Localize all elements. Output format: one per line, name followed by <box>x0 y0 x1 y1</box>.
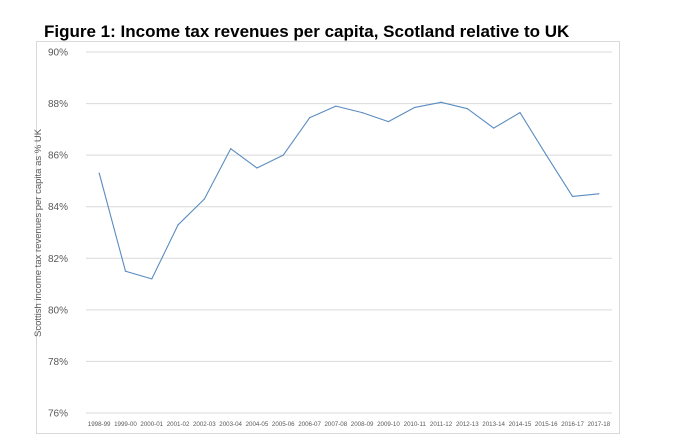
data-point <box>98 172 100 174</box>
y-tick-label: 88% <box>48 99 68 110</box>
x-tick-label: 2016-17 <box>561 421 584 428</box>
x-tick-label: 2015-16 <box>535 421 558 428</box>
x-tick-label: 2006-07 <box>298 421 321 428</box>
y-tick-label: 78% <box>48 357 68 368</box>
data-point <box>282 154 284 156</box>
data-point <box>414 106 416 109</box>
y-tick-label: 90% <box>48 48 68 59</box>
data-point <box>124 270 127 272</box>
y-tick-label: 76% <box>48 409 68 420</box>
data-point <box>361 111 363 114</box>
data-point <box>308 117 311 119</box>
x-tick-label: 2008-09 <box>351 421 374 428</box>
data-point <box>256 167 258 169</box>
x-tick-label: 2005-06 <box>272 421 295 428</box>
gridlines <box>86 51 612 414</box>
x-tick-label: 2002-03 <box>193 421 216 428</box>
x-tick-label: 2013-14 <box>482 421 505 428</box>
x-tick-label: 2007-08 <box>324 421 347 428</box>
x-tick-label: 2004-05 <box>246 421 269 428</box>
y-tick-label: 86% <box>48 151 68 162</box>
y-tick-label: 80% <box>48 305 68 316</box>
data-point <box>203 198 205 200</box>
x-tick-label: 2003-04 <box>219 421 242 428</box>
data-point <box>230 148 232 150</box>
x-tick-label: 2011-12 <box>430 421 453 428</box>
x-tick-label: 1999-00 <box>114 421 137 428</box>
chart-frame <box>36 41 620 434</box>
y-axis-label: Scottish income tax revenues per capita … <box>33 128 44 337</box>
y-tick-label: 82% <box>48 254 68 265</box>
x-tick-label: 2017-18 <box>587 421 610 428</box>
x-tick-label: 2000-01 <box>140 421 163 428</box>
data-point <box>598 193 600 195</box>
x-tick-label: 2001-02 <box>167 421 190 428</box>
series-line <box>98 101 599 280</box>
data-point <box>545 154 547 156</box>
data-point <box>387 121 390 123</box>
y-tick-label: 84% <box>48 202 68 213</box>
x-tick-label: 2009-10 <box>377 421 400 428</box>
data-point <box>151 278 153 280</box>
data-point <box>493 127 495 129</box>
data-point <box>440 101 442 103</box>
chart-title: Figure 1: Income tax revenues per capita… <box>44 22 570 41</box>
data-point <box>335 105 337 107</box>
data-point <box>571 195 574 197</box>
series-layer <box>98 101 600 280</box>
data-point <box>466 108 468 110</box>
y-axis-ticks: 76% 78% 80% 82% 84% 86% 88% 90% <box>48 48 68 420</box>
data-point <box>177 224 179 226</box>
x-tick-label: 1998-99 <box>88 421 111 428</box>
x-tick-label: 2014-15 <box>509 421 532 428</box>
x-axis-ticks: 1998-99 1999-00 2000-01 2001-02 2002-03 2003-… <box>88 421 611 428</box>
x-tick-label: 2010-11 <box>404 421 427 428</box>
x-tick-label: 2012-13 <box>456 421 479 428</box>
data-point <box>519 111 521 114</box>
